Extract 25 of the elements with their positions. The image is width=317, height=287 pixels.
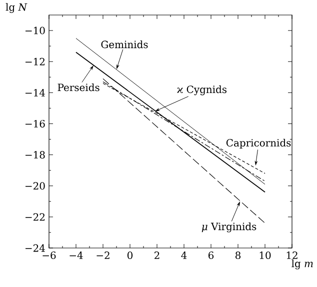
x-tick-label: 2 xyxy=(154,252,160,259)
y-tick-label: −10 xyxy=(26,26,45,34)
x-tick-label: 10 xyxy=(260,252,271,260)
annotation: Capricornids xyxy=(226,138,291,148)
x-tick-label: −6 xyxy=(42,252,56,260)
annotation: Geminids xyxy=(101,40,148,48)
y-tick-label: −22 xyxy=(26,213,44,221)
y-tick-label: −16 xyxy=(26,120,45,128)
x-tick-label: −2 xyxy=(96,252,110,259)
x-tick-label: 4 xyxy=(181,252,187,259)
annotation: Perseids xyxy=(58,83,100,92)
annotation: ϰ Cygnids xyxy=(177,85,227,96)
x-tick-label: 0 xyxy=(127,252,133,260)
x-tick-label: 12 xyxy=(286,252,298,259)
y-tick-label: −14 xyxy=(26,88,45,96)
x-tick-label: −4 xyxy=(70,252,83,259)
y-tick-label: −20 xyxy=(26,182,45,190)
y-tick-label: −18 xyxy=(26,151,45,159)
y-tick-label: −12 xyxy=(26,58,44,66)
x-tick-label: 8 xyxy=(236,252,241,260)
annotation: μ Virginids xyxy=(202,222,256,232)
y-tick-label: −24 xyxy=(26,244,45,252)
y-axis-title: lg N xyxy=(6,3,28,13)
x-axis-title: lg m xyxy=(292,260,313,270)
x-tick-label: 6 xyxy=(208,252,214,260)
